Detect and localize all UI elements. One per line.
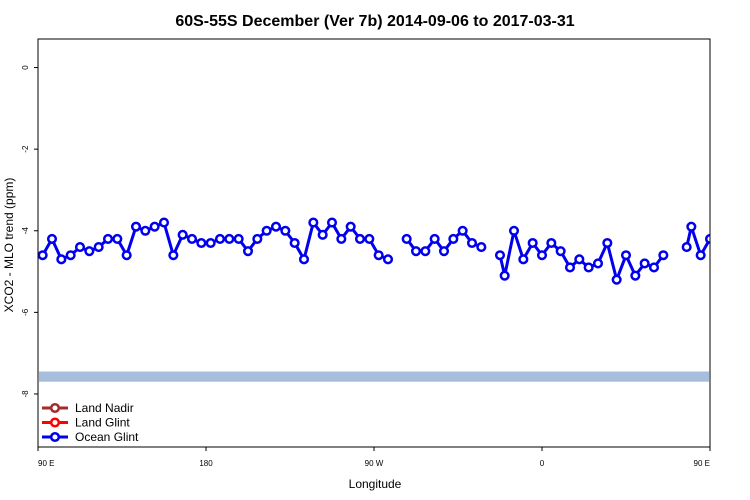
data-point [102, 233, 114, 244]
data-point [466, 237, 478, 249]
y-tick-label: -4 [21, 227, 30, 235]
series-line [41, 221, 389, 261]
data-point [716, 256, 724, 264]
data-point [112, 233, 123, 244]
y-tick-label: -6 [21, 308, 30, 316]
x-tick-label: 180 [199, 459, 213, 468]
data-point [457, 225, 468, 236]
data-point [658, 250, 669, 261]
data-point [518, 254, 529, 265]
data-point [734, 243, 742, 251]
plot-area [38, 217, 750, 382]
data-point [65, 250, 76, 261]
reference-band [39, 371, 709, 382]
chart-title: 60S-55S December (Ver 7b) 2014-09-06 to … [175, 13, 574, 30]
x-tick-label: 90 E [38, 459, 54, 468]
x-axis-label: Longitude [349, 477, 402, 491]
y-axis-label: XCO2 - MLO trend (ppm) [2, 178, 16, 313]
data-point [555, 246, 566, 257]
data-point [326, 217, 338, 228]
data-point [93, 242, 104, 253]
data-point [121, 250, 132, 261]
data-point [681, 242, 692, 253]
data-point [140, 225, 151, 236]
data-point [448, 233, 459, 244]
data-point [574, 254, 585, 265]
data-point [364, 233, 375, 244]
data-point [308, 217, 319, 228]
data-point [382, 254, 394, 265]
data-point [546, 237, 557, 249]
x-tick-label: 90 E [694, 459, 710, 468]
legend-marker [49, 431, 61, 443]
data-point [158, 217, 170, 228]
data-point [499, 270, 510, 281]
data-point [695, 250, 706, 261]
legend-marker [49, 417, 61, 428]
axes: 90 E 180 90 W 0 90 E 0 -2 -4 -6 -8 [21, 38, 711, 468]
data-point [602, 237, 613, 249]
data-point [611, 274, 622, 285]
data-point [639, 258, 650, 269]
data-point [130, 221, 142, 232]
data-point [508, 225, 520, 236]
data-point [261, 225, 272, 236]
data-point [686, 221, 697, 232]
data-point [74, 242, 86, 253]
data-point [168, 250, 179, 261]
data-point [583, 262, 594, 273]
data-point [214, 233, 226, 244]
data-point [494, 250, 506, 261]
legend-label: Land Nadir [75, 401, 134, 415]
legend-marker [49, 402, 61, 414]
data-point [527, 237, 538, 249]
data-point [620, 250, 632, 261]
data-point [56, 254, 67, 265]
data-point [564, 262, 576, 273]
data-point [704, 233, 710, 244]
data-point [476, 242, 487, 253]
y-tick-label: 0 [21, 65, 30, 70]
data-point [224, 233, 235, 244]
data-point [177, 229, 188, 240]
data-point [438, 246, 450, 257]
data-point [317, 229, 328, 240]
data-point [373, 250, 384, 261]
data-point [298, 254, 310, 265]
data-point [345, 221, 356, 232]
data-point [84, 246, 95, 257]
legend-label: Ocean Glint [75, 430, 139, 444]
data-point [233, 233, 244, 244]
data-point [196, 237, 207, 249]
data-point [401, 233, 412, 244]
data-point [186, 233, 198, 244]
data-point [744, 247, 750, 255]
data-point [242, 246, 254, 257]
data-point [336, 233, 347, 244]
y-tick-label: -8 [21, 390, 30, 398]
data-point [592, 258, 604, 269]
data-point [420, 246, 431, 257]
data-point [46, 233, 58, 244]
data-point [630, 270, 641, 281]
data-point [38, 250, 48, 261]
data-point [536, 250, 548, 261]
data-point [725, 251, 733, 259]
data-point [289, 237, 300, 249]
legend-label: Land Glint [75, 416, 130, 430]
data-point [205, 237, 216, 249]
x-tick-label: 90 W [365, 459, 384, 468]
data-point [410, 246, 422, 257]
data-point [149, 221, 160, 232]
data-point [648, 262, 660, 273]
data-point [270, 221, 282, 232]
data-point [280, 225, 291, 236]
data-point [252, 233, 263, 244]
y-tick-label: -2 [21, 145, 30, 153]
x-tick-label: 0 [540, 459, 545, 468]
data-point [429, 233, 440, 244]
data-point [354, 233, 366, 244]
